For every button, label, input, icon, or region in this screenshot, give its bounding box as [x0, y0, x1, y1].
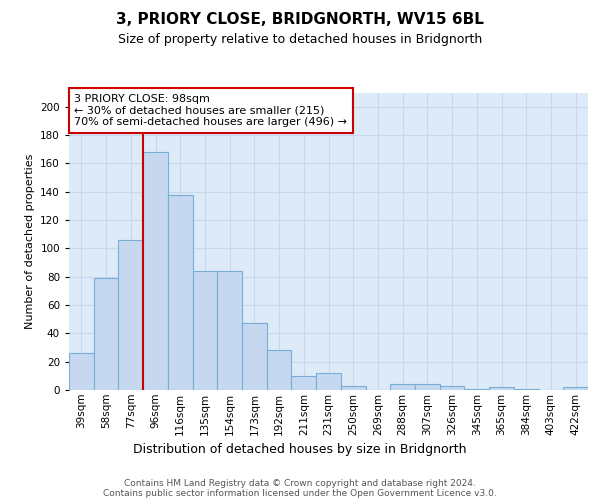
Bar	[69, 353, 94, 390]
Bar	[267, 350, 292, 390]
Text: 3 PRIORY CLOSE: 98sqm
← 30% of detached houses are smaller (215)
70% of semi-det: 3 PRIORY CLOSE: 98sqm ← 30% of detached …	[74, 94, 347, 127]
Bar	[489, 387, 514, 390]
Bar	[94, 278, 118, 390]
Bar	[118, 240, 143, 390]
Bar	[292, 376, 316, 390]
Bar	[563, 387, 588, 390]
Bar	[390, 384, 415, 390]
Bar	[415, 384, 440, 390]
Bar	[316, 373, 341, 390]
Bar	[242, 324, 267, 390]
Bar	[440, 386, 464, 390]
Bar	[168, 194, 193, 390]
Bar	[464, 388, 489, 390]
Bar	[193, 271, 217, 390]
Bar	[514, 388, 539, 390]
Text: 3, PRIORY CLOSE, BRIDGNORTH, WV15 6BL: 3, PRIORY CLOSE, BRIDGNORTH, WV15 6BL	[116, 12, 484, 28]
Text: Contains public sector information licensed under the Open Government Licence v3: Contains public sector information licen…	[103, 489, 497, 498]
Y-axis label: Number of detached properties: Number of detached properties	[25, 154, 35, 329]
Bar	[341, 386, 365, 390]
Bar	[143, 152, 168, 390]
Bar	[217, 271, 242, 390]
Text: Size of property relative to detached houses in Bridgnorth: Size of property relative to detached ho…	[118, 32, 482, 46]
Text: Distribution of detached houses by size in Bridgnorth: Distribution of detached houses by size …	[133, 442, 467, 456]
Text: Contains HM Land Registry data © Crown copyright and database right 2024.: Contains HM Land Registry data © Crown c…	[124, 479, 476, 488]
